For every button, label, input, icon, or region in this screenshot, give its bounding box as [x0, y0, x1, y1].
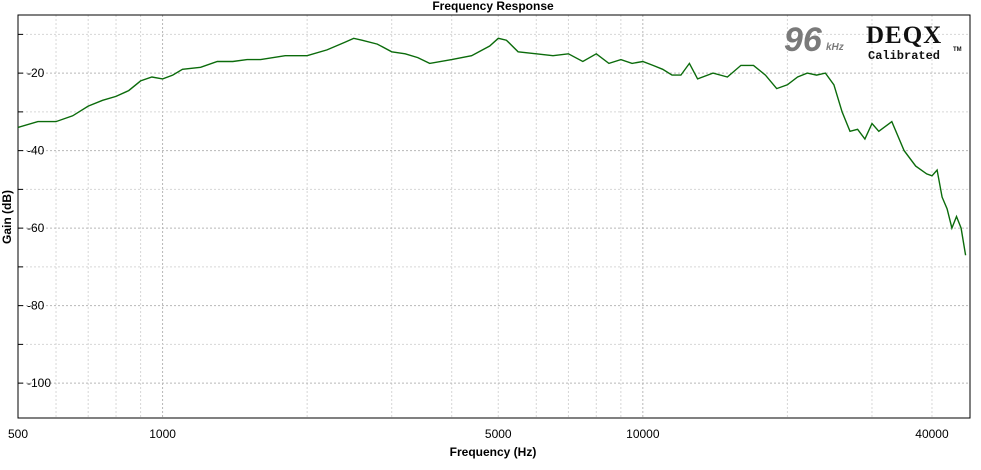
grid-lines	[18, 15, 970, 418]
sample-rate-value: 96	[784, 21, 823, 59]
sample-rate-unit: kHz	[826, 42, 844, 53]
x-tick-label: 40000	[915, 427, 949, 441]
y-tick-label: -60	[27, 221, 45, 235]
x-tick-label: 5000	[485, 427, 512, 441]
sample-rate-badge: 96 kHz	[784, 21, 844, 59]
tick-labels: 500 1000 5000 10000 40000 -20 -40 -60 -80 -100	[8, 66, 949, 441]
x-axis-label: Frequency (Hz)	[450, 445, 537, 459]
brand-subtitle: Calibrated	[868, 49, 940, 63]
chart-title: Frequency Response	[432, 0, 554, 13]
x-tick-label: 1000	[149, 427, 176, 441]
y-tick-label: -80	[27, 299, 45, 313]
brand-name: DEQX	[866, 22, 942, 49]
deqx-logo: DEQX Calibrated TM	[866, 22, 962, 63]
y-tick-label: -20	[27, 66, 45, 80]
plot-background	[18, 15, 970, 418]
plot-frame	[17, 14, 971, 419]
y-axis-label: Gain (dB)	[0, 190, 14, 244]
series-layer	[17, 37, 967, 256]
y-tick-label: -40	[27, 144, 45, 158]
x-tick-label: 500	[8, 427, 28, 441]
trademark-mark: TM	[953, 47, 962, 53]
y-tick-label: -100	[27, 376, 51, 390]
frequency-response-line	[17, 37, 967, 256]
x-tick-label: 10000	[626, 427, 660, 441]
